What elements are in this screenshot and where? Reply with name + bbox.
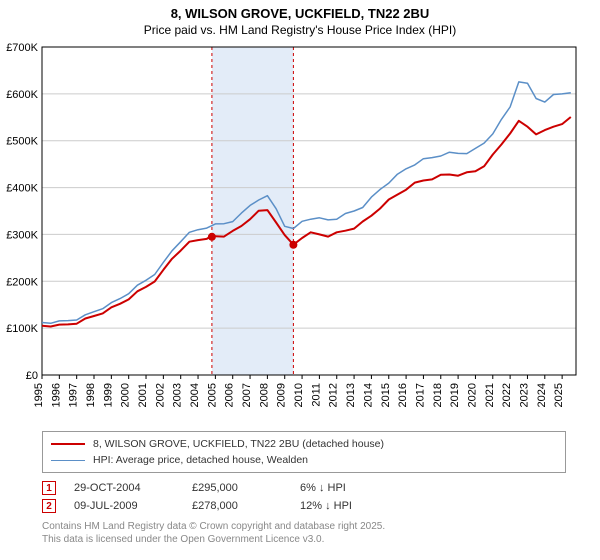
svg-text:2002: 2002 xyxy=(154,383,166,407)
svg-text:2003: 2003 xyxy=(172,383,184,407)
svg-text:£400K: £400K xyxy=(6,183,38,195)
svg-text:2020: 2020 xyxy=(466,383,478,407)
line-chart-svg: £0 £100K £200K £300K £400K £500K £600K £700K 199… xyxy=(0,39,600,427)
svg-text:£600K: £600K xyxy=(6,89,38,101)
chart-container: 8, WILSON GROVE, UCKFIELD, TN22 2BU Pric… xyxy=(0,0,600,560)
svg-text:2000: 2000 xyxy=(120,383,132,407)
point-delta: 12% ↓ HPI xyxy=(300,500,410,512)
svg-text:2017: 2017 xyxy=(414,383,426,407)
point-badge: 1 xyxy=(42,481,56,495)
footer-line: Contains HM Land Registry data © Crown c… xyxy=(42,521,566,534)
svg-text:2022: 2022 xyxy=(501,383,513,407)
svg-text:2004: 2004 xyxy=(189,383,201,407)
svg-text:2014: 2014 xyxy=(362,383,374,407)
title-block: 8, WILSON GROVE, UCKFIELD, TN22 2BU Pric… xyxy=(0,0,600,39)
svg-text:2019: 2019 xyxy=(449,383,461,407)
svg-text:1995: 1995 xyxy=(33,383,45,407)
point-delta: 6% ↓ HPI xyxy=(300,482,410,494)
svg-text:2023: 2023 xyxy=(518,383,530,407)
svg-text:2025: 2025 xyxy=(553,383,565,407)
point-price: £278,000 xyxy=(192,500,282,512)
svg-text:1996: 1996 xyxy=(50,383,62,407)
svg-text:£200K: £200K xyxy=(6,276,38,288)
point-price: £295,000 xyxy=(192,482,282,494)
svg-text:2011: 2011 xyxy=(310,383,322,407)
svg-text:1999: 1999 xyxy=(102,383,114,407)
svg-text:2015: 2015 xyxy=(380,383,392,407)
legend-label: HPI: Average price, detached house, Weal… xyxy=(93,454,308,466)
svg-text:1998: 1998 xyxy=(85,383,97,407)
svg-text:£700K: £700K xyxy=(6,42,38,54)
point-date: 09-JUL-2009 xyxy=(74,500,174,512)
legend-swatch xyxy=(51,460,85,461)
svg-text:2007: 2007 xyxy=(241,383,253,407)
chart-area: £0 £100K £200K £300K £400K £500K £600K £700K 199… xyxy=(0,39,600,427)
svg-text:£0: £0 xyxy=(26,370,38,382)
svg-text:£100K: £100K xyxy=(6,323,38,335)
svg-text:2010: 2010 xyxy=(293,383,305,407)
svg-text:£300K: £300K xyxy=(6,229,38,241)
svg-text:2001: 2001 xyxy=(137,383,149,407)
footer-line: This data is licensed under the Open Gov… xyxy=(42,534,566,547)
svg-text:2005: 2005 xyxy=(206,383,218,407)
svg-text:2009: 2009 xyxy=(276,383,288,407)
svg-text:2018: 2018 xyxy=(432,383,444,407)
data-point-row: 1 29-OCT-2004 £295,000 6% ↓ HPI xyxy=(42,479,566,497)
legend-swatch xyxy=(51,443,85,445)
svg-text:2006: 2006 xyxy=(224,383,236,407)
point-date: 29-OCT-2004 xyxy=(74,482,174,494)
chart-subtitle: Price paid vs. HM Land Registry's House … xyxy=(10,23,590,37)
data-points-list: 1 29-OCT-2004 £295,000 6% ↓ HPI 2 09-JUL… xyxy=(42,479,566,515)
svg-text:2021: 2021 xyxy=(484,383,496,407)
footer-attribution: Contains HM Land Registry data © Crown c… xyxy=(42,521,566,546)
svg-text:2024: 2024 xyxy=(536,383,548,407)
legend-item: 8, WILSON GROVE, UCKFIELD, TN22 2BU (det… xyxy=(51,436,557,452)
point-badge: 2 xyxy=(42,499,56,513)
legend-label: 8, WILSON GROVE, UCKFIELD, TN22 2BU (det… xyxy=(93,438,384,450)
data-point-row: 2 09-JUL-2009 £278,000 12% ↓ HPI xyxy=(42,497,566,515)
svg-text:1997: 1997 xyxy=(68,383,80,407)
svg-text:2016: 2016 xyxy=(397,383,409,407)
svg-text:2013: 2013 xyxy=(345,383,357,407)
legend: 8, WILSON GROVE, UCKFIELD, TN22 2BU (det… xyxy=(42,431,566,473)
legend-item: HPI: Average price, detached house, Weal… xyxy=(51,452,557,468)
svg-text:2012: 2012 xyxy=(328,383,340,407)
svg-text:2008: 2008 xyxy=(258,383,270,407)
chart-title: 8, WILSON GROVE, UCKFIELD, TN22 2BU xyxy=(10,6,590,21)
svg-text:£500K: £500K xyxy=(6,136,38,148)
